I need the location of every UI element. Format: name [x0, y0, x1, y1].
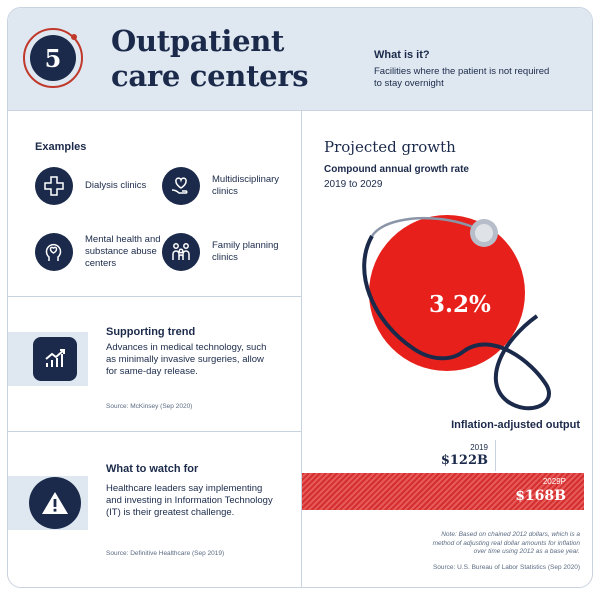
heart-hand-icon — [162, 167, 200, 205]
ring-dot — [71, 34, 77, 40]
stethoscope-icon — [362, 215, 551, 411]
warning-icon — [29, 477, 81, 529]
header-banner: 5 Outpatient care centers What is it? Fa… — [8, 8, 592, 111]
family-icon — [162, 233, 200, 271]
growth-rate-value: 3.2% — [429, 291, 491, 318]
output-heading: Inflation-adjusted output — [451, 419, 580, 431]
infographic-card: 5 Outpatient care centers What is it? Fa… — [7, 7, 593, 588]
output-note: Note: Based on chained 2012 dollars, whi… — [432, 531, 580, 555]
growth-chart-icon — [33, 337, 77, 381]
watch-source: Source: Definitive Healthcare (Sep 2019) — [106, 550, 225, 557]
example-item-mental-health: Mental health and substance abuse center… — [35, 233, 171, 271]
page-title: Outpatient care centers — [111, 24, 341, 94]
example-item-dialysis: Dialysis clinics — [35, 167, 171, 205]
number-badge: 5 — [23, 28, 83, 88]
bar-2019-value: $122B — [440, 453, 488, 468]
examples-section: Examples Dialysis clinics Multidisciplin… — [8, 111, 301, 297]
right-column: Projected growth Compound annual growth … — [302, 111, 592, 587]
bar-2029: 2029P $168B — [302, 473, 584, 510]
whatis-heading: What is it? — [374, 49, 430, 61]
example-item-multidisciplinary: Multidisciplinary clinics — [162, 167, 298, 205]
trend-text: Advances in medical technology, such as … — [106, 342, 267, 377]
cagr-label: Compound annual growth rate — [324, 164, 469, 175]
left-column: Examples Dialysis clinics Multidisciplin… — [8, 111, 301, 587]
example-label: Dialysis clinics — [85, 180, 147, 191]
whatis-text: Facilities where the patient is not requ… — [374, 66, 550, 89]
what-to-watch-section: What to watch for Healthcare leaders say… — [8, 432, 301, 587]
growth-heading: Projected growth — [324, 138, 456, 156]
examples-heading: Examples — [35, 141, 87, 153]
bar-2019: 2019 $122B — [302, 440, 496, 471]
watch-heading: What to watch for — [106, 463, 199, 475]
head-heart-icon — [35, 233, 73, 271]
bar-2029-value: $168B — [515, 488, 566, 504]
example-item-family-planning: Family planning clinics — [162, 233, 298, 271]
column-divider — [301, 111, 302, 587]
example-label: Multidisciplinary clinics — [212, 174, 280, 197]
example-label: Mental health and substance abuse center… — [85, 234, 161, 269]
trend-source: Source: McKinsey (Sep 2020) — [106, 403, 193, 410]
growth-circle — [369, 215, 525, 371]
title-line-2: care centers — [111, 59, 309, 93]
watch-text: Healthcare leaders say implementing and … — [106, 483, 273, 518]
dialysis-icon — [35, 167, 73, 205]
trend-heading: Supporting trend — [106, 326, 196, 338]
section-number: 5 — [30, 35, 76, 81]
bar-2029-year: 2029P — [542, 477, 566, 486]
supporting-trend-section: Supporting trend Advances in medical tec… — [8, 297, 301, 432]
example-label: Family planning clinics — [212, 240, 279, 263]
output-source: Source: U.S. Bureau of Labor Statistics … — [432, 564, 580, 571]
bar-2019-year: 2019 — [470, 443, 488, 452]
cagr-years: 2019 to 2029 — [324, 179, 383, 190]
title-line-1: Outpatient — [111, 24, 285, 58]
